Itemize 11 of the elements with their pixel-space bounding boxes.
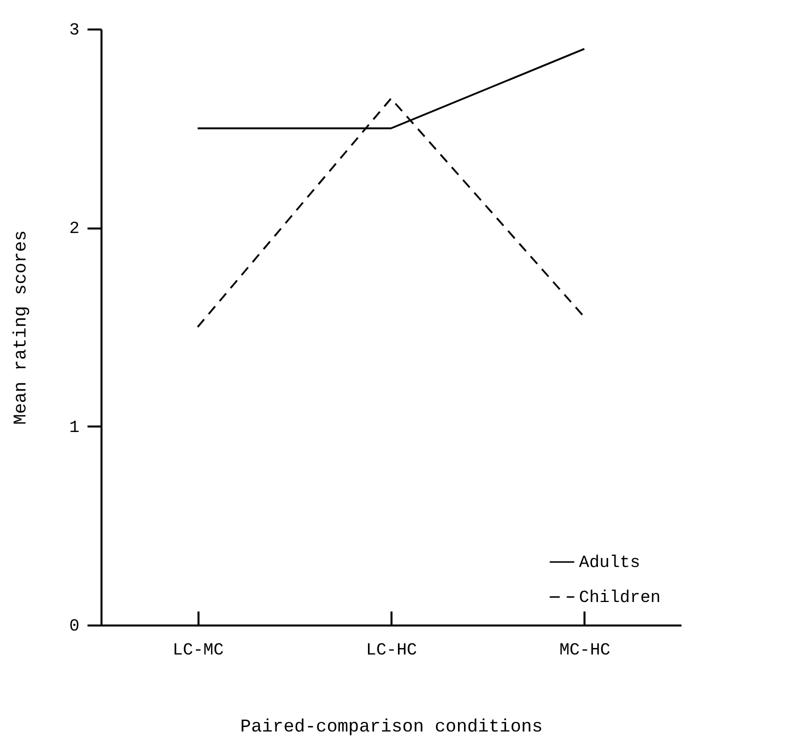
y-axis-title: Mean rating scores	[11, 230, 32, 425]
y-tick-label: 3	[69, 22, 80, 40]
y-tick-label: 1	[69, 418, 80, 438]
y-tick-label: 0	[69, 618, 80, 636]
x-tick-label: LC-MC	[172, 642, 224, 660]
legend-label: Children	[579, 589, 661, 608]
x-tick-label: MC-HC	[559, 642, 610, 660]
legend-label: Adults	[579, 554, 640, 573]
y-tick-label: 2	[69, 220, 80, 240]
x-axis-title: Paired-comparison conditions	[240, 718, 543, 738]
x-tick-label: LC-HC	[366, 642, 418, 660]
